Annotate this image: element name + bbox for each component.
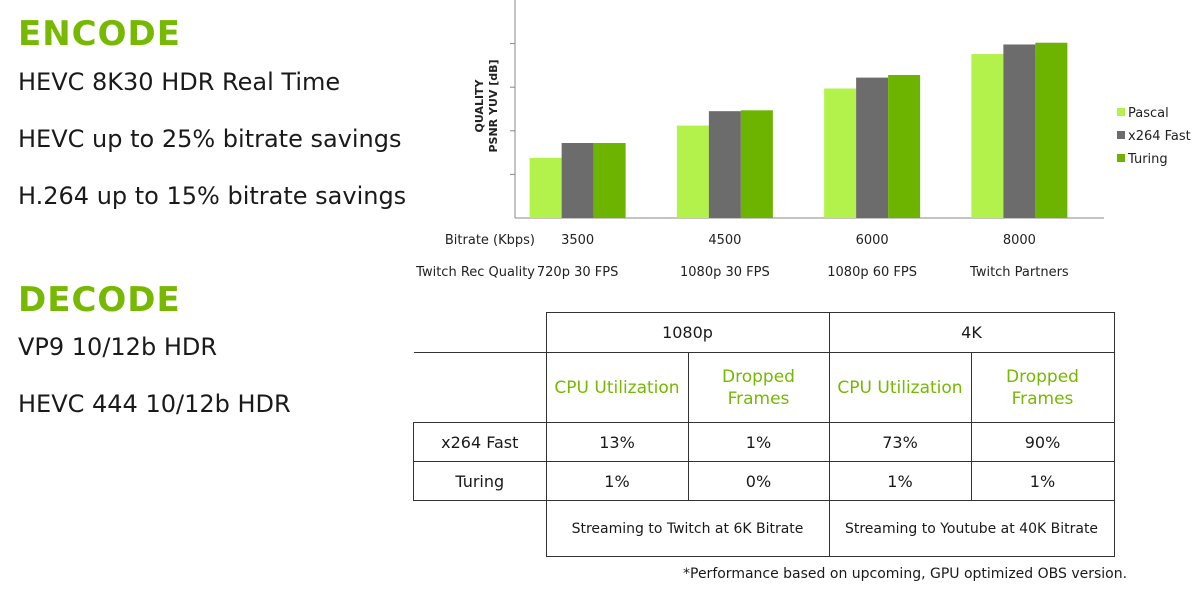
x-tick-label: 4500	[708, 233, 741, 248]
metric-header: CPU Utilization	[545, 352, 689, 423]
row-label: x264 Fast	[413, 422, 547, 462]
encode-line-1: HEVC 8K30 HDR Real Time	[18, 68, 341, 96]
bar	[708, 111, 741, 218]
group-header-1080p: 1080p	[545, 312, 830, 353]
streaming-note-1080p: Streaming to Twitch at 6K Bitrate	[545, 500, 830, 557]
table-cell: 1%	[545, 461, 689, 501]
x-tick-label: 8000	[1003, 233, 1036, 248]
x-secondary-label: Twitch Partners	[969, 265, 1069, 280]
table-row: x264 Fast 13% 1% 73% 90%	[413, 422, 1115, 462]
metric-header: Dropped Frames	[687, 352, 830, 423]
table-row: Turing 1% 0% 1% 1%	[413, 461, 1115, 501]
encode-heading: ENCODE	[18, 14, 181, 54]
table-corner-3	[413, 500, 547, 557]
bar	[676, 125, 709, 218]
bar	[529, 157, 562, 218]
table-cell: 1%	[970, 461, 1115, 501]
legend-swatch	[1117, 108, 1125, 116]
bar	[888, 74, 921, 218]
performance-table: 1080p 4K CPU Utilization Dropped Frames …	[413, 312, 1115, 557]
encode-line-3: H.264 up to 15% bitrate savings	[18, 182, 407, 210]
decode-heading: DECODE	[18, 280, 181, 320]
bar	[971, 54, 1004, 219]
table-corner	[413, 312, 547, 353]
legend-swatch	[1117, 131, 1125, 139]
x-secondary-label: 720p 30 FPS	[537, 265, 618, 280]
x-secondary-label: 1080p 60 FPS	[827, 265, 917, 280]
row-label: Turing	[413, 461, 547, 501]
legend-label: Turing	[1127, 152, 1168, 167]
x-row-label: Bitrate (Kbps)	[445, 233, 535, 248]
x-secondary-label: 1080p 30 FPS	[680, 265, 770, 280]
bar	[593, 143, 626, 218]
bar	[824, 88, 857, 219]
bar	[740, 110, 773, 218]
bar	[856, 77, 889, 218]
bar	[1035, 42, 1068, 219]
table-cell: 73%	[828, 422, 972, 462]
y-axis-label: QUALITY	[473, 78, 486, 132]
metric-header: Dropped Frames	[970, 352, 1115, 423]
legend-label: x264 Fast	[1128, 129, 1191, 144]
table-cell: 13%	[545, 422, 689, 462]
legend-swatch	[1117, 154, 1125, 162]
psnr-bar-chart: QUALITY PSNR YUV [dB] 3500 4500 6000 8000 720p…	[415, 0, 1191, 280]
metric-header: CPU Utilization	[828, 352, 972, 423]
decode-line-2: HEVC 444 10/12b HDR	[18, 390, 291, 418]
table-cell: 1%	[828, 461, 972, 501]
group-header-4k: 4K	[828, 312, 1115, 353]
table-cell: 1%	[687, 422, 830, 462]
x-tick-label: 6000	[856, 233, 889, 248]
table-cell: 0%	[687, 461, 830, 501]
legend-label: Pascal	[1128, 106, 1169, 121]
footnote: *Performance based on upcoming, GPU opti…	[683, 566, 1128, 582]
decode-line-1: VP9 10/12b HDR	[18, 333, 218, 361]
x-tick-label: 3500	[561, 233, 594, 248]
y-axis-label: PSNR YUV [dB]	[487, 59, 500, 152]
table-cell: 90%	[970, 422, 1115, 462]
x-row-label: Twitch Rec Quality	[415, 265, 535, 280]
streaming-note-4k: Streaming to Youtube at 40K Bitrate	[828, 500, 1115, 557]
bar	[561, 143, 594, 218]
table-corner-2	[413, 352, 547, 423]
bar	[1003, 44, 1036, 218]
encode-line-2: HEVC up to 25% bitrate savings	[18, 125, 402, 153]
